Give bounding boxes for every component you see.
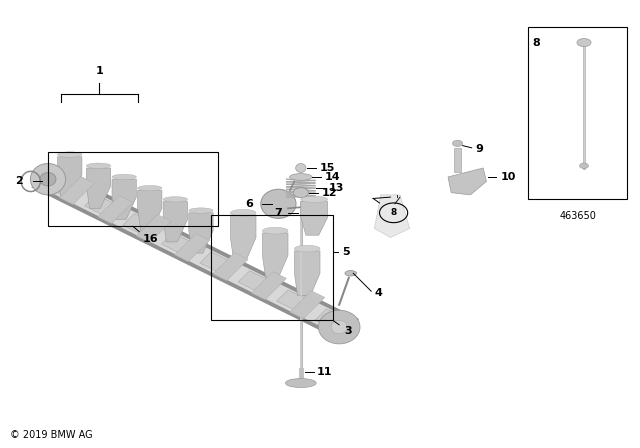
Text: 3: 3 bbox=[344, 326, 352, 336]
Text: 4: 4 bbox=[374, 289, 382, 298]
Polygon shape bbox=[374, 195, 410, 237]
Ellipse shape bbox=[31, 164, 65, 195]
Ellipse shape bbox=[285, 379, 316, 388]
Text: 16: 16 bbox=[143, 234, 158, 244]
Text: 11: 11 bbox=[317, 367, 332, 377]
Polygon shape bbox=[136, 215, 172, 242]
Text: 10: 10 bbox=[500, 172, 516, 182]
Polygon shape bbox=[98, 195, 133, 224]
Ellipse shape bbox=[58, 152, 82, 157]
Polygon shape bbox=[448, 168, 486, 195]
Ellipse shape bbox=[262, 227, 288, 234]
Text: 7: 7 bbox=[274, 208, 282, 218]
Text: 2: 2 bbox=[15, 176, 23, 185]
Polygon shape bbox=[290, 291, 325, 319]
Polygon shape bbox=[60, 177, 95, 204]
Polygon shape bbox=[238, 271, 268, 291]
Text: 6: 6 bbox=[245, 199, 253, 209]
Ellipse shape bbox=[332, 320, 348, 334]
Text: 5: 5 bbox=[342, 247, 350, 257]
Text: 13: 13 bbox=[328, 183, 344, 193]
Ellipse shape bbox=[345, 271, 356, 276]
Polygon shape bbox=[86, 168, 111, 208]
Polygon shape bbox=[189, 213, 213, 253]
Text: 8: 8 bbox=[390, 208, 397, 217]
Polygon shape bbox=[138, 190, 162, 231]
Polygon shape bbox=[161, 233, 191, 253]
Polygon shape bbox=[301, 202, 328, 235]
Polygon shape bbox=[58, 157, 82, 197]
Ellipse shape bbox=[319, 310, 360, 344]
Polygon shape bbox=[252, 271, 287, 300]
Polygon shape bbox=[294, 251, 320, 296]
Bar bbox=[454, 148, 461, 172]
Bar bbox=[528, 27, 627, 199]
Text: 14: 14 bbox=[325, 172, 340, 182]
Polygon shape bbox=[163, 202, 188, 242]
Ellipse shape bbox=[261, 189, 296, 218]
Polygon shape bbox=[175, 233, 210, 262]
Text: 8: 8 bbox=[532, 38, 540, 48]
Polygon shape bbox=[112, 179, 136, 220]
Ellipse shape bbox=[112, 174, 136, 180]
Ellipse shape bbox=[163, 197, 188, 202]
Bar bbox=[48, 152, 218, 226]
Ellipse shape bbox=[40, 172, 56, 186]
Ellipse shape bbox=[86, 163, 111, 168]
Polygon shape bbox=[46, 176, 76, 196]
Polygon shape bbox=[84, 195, 115, 215]
Bar bbox=[211, 215, 333, 320]
Ellipse shape bbox=[577, 39, 591, 47]
Ellipse shape bbox=[230, 209, 256, 216]
Text: © 2019 BMW AG: © 2019 BMW AG bbox=[10, 431, 92, 440]
Ellipse shape bbox=[301, 196, 328, 202]
Ellipse shape bbox=[294, 245, 320, 252]
Polygon shape bbox=[213, 253, 248, 280]
Text: 15: 15 bbox=[319, 163, 335, 173]
Polygon shape bbox=[315, 309, 345, 329]
Polygon shape bbox=[123, 214, 153, 234]
Polygon shape bbox=[276, 290, 307, 310]
Ellipse shape bbox=[189, 208, 213, 213]
Ellipse shape bbox=[293, 188, 308, 198]
Ellipse shape bbox=[296, 164, 306, 172]
Ellipse shape bbox=[580, 163, 589, 168]
Polygon shape bbox=[200, 252, 230, 272]
Polygon shape bbox=[230, 215, 256, 260]
Polygon shape bbox=[31, 167, 359, 340]
Polygon shape bbox=[262, 233, 288, 278]
Text: 12: 12 bbox=[322, 188, 337, 198]
Ellipse shape bbox=[138, 185, 162, 191]
Text: 1: 1 bbox=[95, 66, 103, 76]
Ellipse shape bbox=[289, 173, 312, 180]
Ellipse shape bbox=[452, 140, 463, 146]
Text: 463650: 463650 bbox=[559, 211, 596, 220]
Polygon shape bbox=[34, 170, 356, 336]
Text: 9: 9 bbox=[476, 144, 483, 154]
